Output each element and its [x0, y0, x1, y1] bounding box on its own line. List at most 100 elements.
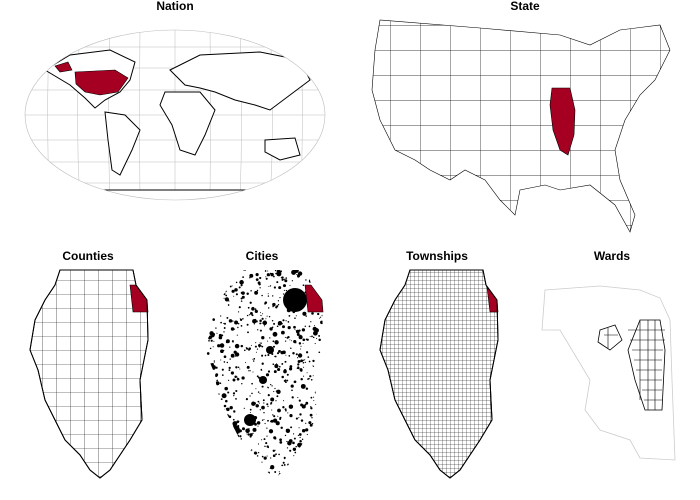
city-dot [268, 274, 270, 277]
city-dot [285, 320, 287, 322]
city-dot [205, 417, 209, 422]
city-dot [284, 279, 288, 283]
city-dot [213, 409, 215, 412]
city-dot [269, 285, 272, 287]
city-dot [207, 434, 209, 436]
city-dot [249, 412, 251, 413]
city-dot [299, 448, 303, 451]
city-dot [240, 448, 245, 452]
city-dot [209, 467, 211, 469]
city-dot [284, 360, 287, 363]
city-dot [215, 366, 218, 369]
city-dot [312, 435, 314, 437]
city-dot [230, 426, 233, 429]
city-dot [223, 361, 226, 363]
city-dot [263, 402, 265, 404]
city-dot [320, 366, 323, 368]
city-dot [270, 383, 272, 386]
city-dot [205, 357, 207, 359]
city-dot [243, 446, 245, 448]
city-dot [322, 404, 323, 407]
city-dot [266, 445, 269, 448]
city-dot [272, 449, 275, 452]
city-dot [300, 383, 306, 389]
city-dot [311, 312, 314, 315]
city-dot [280, 426, 283, 430]
city-dot [228, 369, 231, 371]
city-dot [223, 322, 227, 325]
city-dot [210, 294, 216, 300]
city-dot [291, 396, 294, 399]
city-dot [319, 442, 321, 445]
city-dot [283, 463, 286, 466]
city-dot [312, 359, 315, 363]
city-dot [258, 346, 261, 348]
city-dot [256, 348, 259, 350]
city-dot [304, 361, 306, 364]
city-dot [222, 457, 226, 460]
city-dot [228, 476, 233, 478]
city-dot [290, 347, 292, 349]
city-dot [212, 300, 218, 306]
city-dot [308, 462, 310, 464]
city-dot [309, 470, 312, 473]
city-dot [261, 294, 263, 297]
city-dot [284, 434, 287, 437]
city-dot [319, 466, 323, 470]
city-dot [242, 427, 245, 431]
city-dot [247, 348, 251, 351]
city-dot [240, 438, 243, 440]
city-dot [316, 337, 318, 339]
city-dot [218, 289, 221, 291]
city-dot [289, 365, 293, 368]
city-dot [219, 382, 222, 385]
city-dot [259, 409, 261, 411]
city-dot [272, 398, 275, 401]
city-dot [297, 442, 302, 448]
city-dot [316, 432, 318, 435]
city-dot [301, 438, 304, 441]
city-dot [288, 315, 291, 317]
city-cluster [230, 425, 240, 435]
city-dot [228, 271, 233, 276]
city-dot [298, 342, 302, 345]
city-dot [205, 373, 207, 376]
city-dot [246, 365, 250, 369]
city-dot [299, 465, 302, 467]
city-dot [309, 336, 311, 338]
city-dot [237, 434, 239, 436]
city-dot [318, 377, 323, 382]
city-dot [221, 374, 224, 376]
city-dot [208, 391, 211, 393]
city-dot [215, 425, 219, 429]
city-dot [256, 421, 261, 425]
city-dot [255, 273, 259, 277]
city-dot [293, 380, 297, 384]
city-dot [235, 293, 238, 296]
city-dot [225, 432, 228, 434]
city-dot [260, 469, 263, 472]
panel-title: Townships [406, 249, 468, 263]
city-dot [212, 318, 215, 321]
city-dot [207, 428, 210, 431]
city-dot [311, 335, 313, 338]
city-dot [209, 403, 212, 407]
city-dot [318, 384, 320, 386]
city-dot [234, 320, 239, 325]
city-dot [294, 463, 298, 467]
city-dot [238, 323, 240, 325]
city-dot [243, 270, 245, 271]
city-dot [267, 419, 269, 422]
city-dot [255, 318, 257, 321]
city-dot [320, 434, 323, 438]
city-dot [301, 452, 304, 456]
city-dot [267, 270, 269, 272]
city-dot [321, 273, 323, 276]
city-dot [246, 433, 248, 435]
city-dot [223, 428, 225, 431]
city-dot [271, 320, 274, 322]
city-dot [254, 308, 257, 310]
city-dot [210, 416, 214, 420]
city-dot [218, 454, 220, 456]
city-dot [309, 413, 313, 417]
